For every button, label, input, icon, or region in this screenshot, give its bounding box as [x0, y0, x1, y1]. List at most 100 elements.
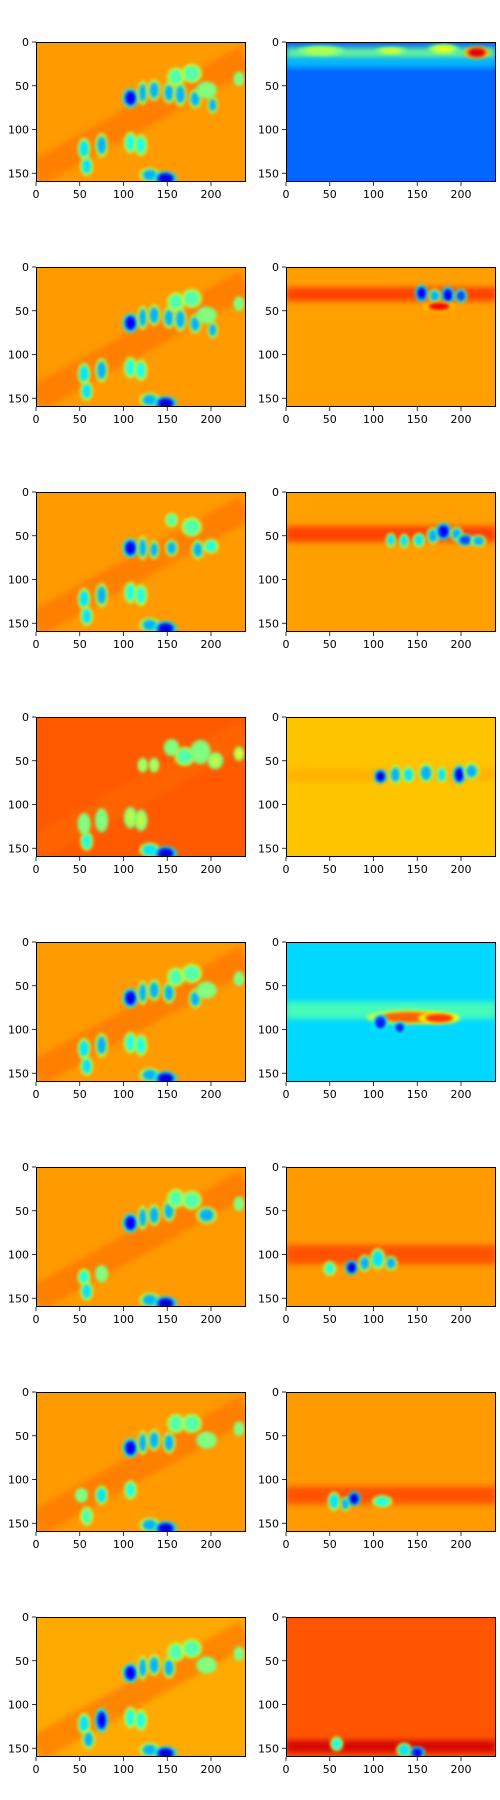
x-tick-label: 100	[363, 1313, 384, 1326]
heatmap-panel-row3-left: 0 50 100 150 200 0 50 100 150	[8, 486, 246, 651]
heatmap-blob	[126, 809, 135, 826]
heatmap-blob	[332, 1738, 342, 1750]
heatmap-blob	[79, 365, 89, 382]
x-tick-label: 150	[157, 413, 178, 426]
heatmap-blob	[157, 1523, 174, 1532]
plot-frame	[286, 1392, 496, 1532]
y-tick-label: 50	[15, 1430, 29, 1443]
y-tick-label: 100	[8, 799, 29, 812]
x-tick-label: 150	[157, 1313, 178, 1326]
plot-frame	[36, 492, 246, 632]
y-tick-label: 100	[8, 574, 29, 587]
heatmap-blob	[136, 362, 146, 379]
heatmap-blob	[305, 47, 337, 55]
heatmap-blob	[82, 609, 92, 624]
x-tick-label: 100	[113, 1088, 134, 1101]
y-tick-label: 50	[15, 80, 29, 93]
x-tick-label: 200	[201, 1763, 222, 1776]
plot-frame	[36, 267, 246, 407]
heatmap-blob	[150, 759, 158, 771]
heatmap-blob	[176, 310, 185, 329]
heatmap-blob	[380, 48, 402, 54]
y-tick-label: 150	[8, 1742, 29, 1755]
heatmap-panel-row5-right: 0 50 100 150 200 0 50 100 150	[258, 936, 496, 1101]
heatmap-blob	[136, 587, 146, 604]
x-tick-label: 200	[201, 1313, 222, 1326]
heatmap-blob	[325, 1263, 335, 1274]
heatmap-blob	[97, 1036, 106, 1054]
x-tick-label: 200	[451, 1763, 472, 1776]
heatmap-blob	[166, 741, 177, 754]
plot-frame	[36, 42, 246, 182]
heatmap-blob	[164, 84, 174, 101]
x-tick-label: 100	[113, 188, 134, 201]
heatmap-blob	[126, 1709, 135, 1726]
x-tick-label: 200	[201, 413, 222, 426]
heatmap-blob	[97, 1711, 106, 1729]
x-tick-label: 100	[363, 1763, 384, 1776]
y-tick-label: 0	[22, 1161, 29, 1174]
plot-frame	[286, 717, 496, 857]
heatmap-blob	[139, 1209, 147, 1227]
x-tick-label: 100	[113, 638, 134, 651]
heatmap-blob	[82, 384, 92, 399]
y-tick-label: 0	[22, 1386, 29, 1399]
heatmap-blob	[97, 361, 106, 379]
heatmap-blob	[157, 1298, 174, 1307]
heatmap-blob	[176, 85, 185, 104]
heatmap-blob	[164, 309, 174, 326]
heatmap-panel-row2-right: 0 50 100 150 200 0 50 100 150	[258, 261, 496, 426]
y-tick-label: 100	[8, 1249, 29, 1262]
heatmap-blob	[157, 1073, 174, 1082]
x-tick-label: 100	[113, 413, 134, 426]
heatmap-blob	[209, 323, 217, 337]
x-tick-label: 0	[33, 1538, 40, 1551]
x-tick-label: 0	[283, 1763, 290, 1776]
y-tick-label: 100	[258, 1249, 279, 1262]
heatmap-blob	[468, 48, 486, 57]
x-tick-label: 150	[157, 1763, 178, 1776]
y-tick-label: 150	[258, 617, 279, 630]
x-tick-label: 150	[407, 863, 428, 876]
heatmap-blob	[136, 1712, 146, 1729]
heatmap-blob	[184, 1641, 199, 1656]
heatmap-band	[36, 1396, 246, 1532]
heatmap-blob	[473, 536, 484, 546]
x-tick-label: 0	[283, 863, 290, 876]
x-tick-label: 200	[201, 863, 222, 876]
x-tick-label: 50	[73, 188, 87, 201]
x-tick-label: 0	[283, 638, 290, 651]
x-tick-label: 50	[323, 863, 337, 876]
heatmap-blob	[433, 45, 454, 53]
heatmap-band	[36, 46, 246, 182]
x-tick-label: 200	[451, 1313, 472, 1326]
plot-frame	[36, 942, 246, 1082]
heatmap-blob	[412, 1748, 423, 1757]
y-tick-label: 0	[22, 936, 29, 949]
heatmap-blob	[190, 91, 200, 106]
x-tick-label: 50	[73, 1763, 87, 1776]
heatmap-blob	[139, 84, 147, 102]
x-tick-label: 50	[323, 1538, 337, 1551]
y-tick-label: 100	[258, 349, 279, 362]
y-tick-label: 50	[15, 1655, 29, 1668]
heatmap-blob	[184, 966, 199, 981]
heatmap-blob	[97, 1267, 106, 1280]
plot-frame	[286, 1167, 496, 1307]
heatmap-blob	[125, 1441, 136, 1455]
y-tick-label: 150	[258, 167, 279, 180]
y-tick-label: 150	[258, 1742, 279, 1755]
heatmap-blob	[149, 982, 159, 998]
heatmap-blob	[142, 1744, 157, 1756]
heatmap-blob	[150, 542, 158, 557]
plot-frame	[286, 492, 496, 632]
heatmap-blob	[400, 535, 408, 547]
heatmap-blob	[184, 66, 199, 81]
heatmap-blob	[157, 173, 174, 182]
y-tick-label: 100	[8, 124, 29, 137]
y-tick-label: 150	[8, 1067, 29, 1080]
heatmap-band	[36, 496, 246, 632]
y-tick-label: 150	[258, 842, 279, 855]
y-tick-label: 150	[8, 842, 29, 855]
